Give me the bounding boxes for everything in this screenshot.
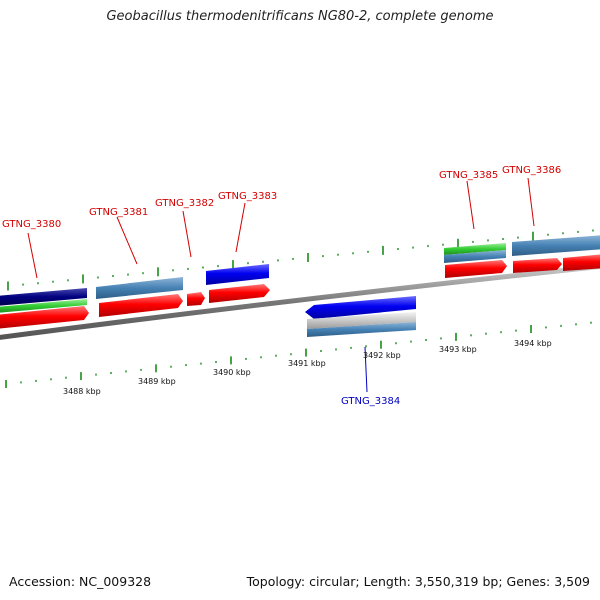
outer-scale-ruler xyxy=(7,229,594,291)
gene-label: GTNG_3383 xyxy=(218,191,277,202)
cds-gtng-3384[interactable] xyxy=(305,296,416,319)
cds-gtng-3380[interactable] xyxy=(0,306,89,329)
gene-label: GTNG_3384 xyxy=(341,396,400,407)
map-title: Geobacillus thermodenitrificans NG80-2, … xyxy=(106,9,494,24)
cds-gtng-3385[interactable] xyxy=(445,260,507,278)
feature-grey-bar xyxy=(307,312,416,329)
cds-gtng-3386[interactable] xyxy=(513,258,562,273)
genome-backbone xyxy=(0,264,600,340)
feature-steelblue-bar-reverse xyxy=(307,322,416,337)
position-label: 3488 kbp xyxy=(63,387,101,396)
feature-steelblue-bar xyxy=(96,277,183,299)
gene-label: GTNG_3386 xyxy=(502,165,561,176)
feature-green-bar xyxy=(0,299,87,313)
cds-gtng-3383-top[interactable] xyxy=(206,264,269,285)
cds-gtng-3382[interactable] xyxy=(187,292,205,306)
gene-label: GTNG_3380 xyxy=(2,219,61,230)
position-label: 3493 kbp xyxy=(439,345,477,354)
feature-steelblue-bar-right-2 xyxy=(512,235,600,256)
position-label: 3491 kbp xyxy=(288,359,326,368)
cds-gtng-3381[interactable] xyxy=(99,294,183,317)
gene-label: GTNG_3381 xyxy=(89,207,148,218)
position-label: 3489 kbp xyxy=(138,377,176,386)
gene-label-leader-blue xyxy=(364,346,368,393)
cds-next-gene[interactable] xyxy=(563,254,600,271)
gene-label: GTNG_3382 xyxy=(155,198,214,209)
inner-scale-ruler xyxy=(5,321,592,388)
genome-summary-label: Topology: circular; Length: 3,550,319 bp… xyxy=(246,574,590,589)
feature-steelblue-bar-right xyxy=(444,250,506,263)
gene-label-leaders xyxy=(27,177,535,279)
feature-navy-bar xyxy=(0,288,87,306)
feature-green-bar-right xyxy=(444,243,506,255)
position-label: 3492 kbp xyxy=(363,351,401,360)
position-label: 3494 kbp xyxy=(514,339,552,348)
accession-label: Accession: NC_009328 xyxy=(9,574,152,589)
cds-gtng-3383[interactable] xyxy=(209,284,270,303)
gene-label: GTNG_3385 xyxy=(439,170,498,181)
position-label: 3490 kbp xyxy=(213,368,251,377)
